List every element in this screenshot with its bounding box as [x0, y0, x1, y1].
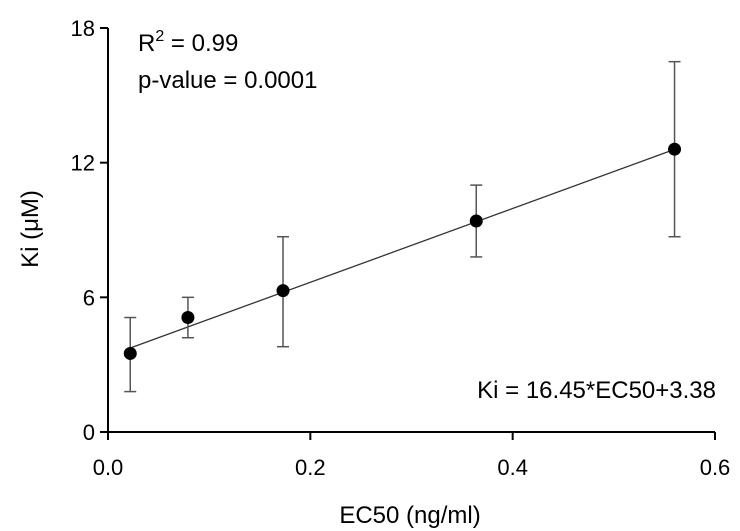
data-point — [276, 284, 290, 298]
x-axis-label: EC50 (ng/ml) — [339, 502, 480, 529]
data-point — [181, 311, 195, 325]
data-point — [123, 346, 137, 360]
r-squared-prefix: R — [138, 30, 155, 57]
x-axis-ticks: 0.0 0.2 0.4 0.6 — [93, 432, 731, 480]
p-value-annotation: p-value = 0.0001 — [138, 67, 317, 94]
r-squared-value: = 0.99 — [164, 30, 238, 57]
data-points — [123, 142, 682, 360]
r-squared-superscript: 2 — [155, 28, 164, 45]
data-point — [668, 142, 682, 156]
y-tick-label: 6 — [83, 285, 95, 310]
y-tick-label: 18 — [71, 16, 95, 41]
y-tick-label: 12 — [71, 151, 95, 176]
r-squared-annotation: R2 = 0.99 — [138, 28, 238, 57]
y-axis-label: Ki (μM) — [17, 190, 44, 268]
fit-line-group — [130, 148, 675, 349]
x-tick-label: 0.2 — [295, 455, 326, 480]
x-tick-label: 0.0 — [93, 455, 124, 480]
fit-equation-annotation: Ki = 16.45*EC50+3.38 — [477, 377, 716, 404]
y-axis-ticks: 0 6 12 18 — [71, 16, 108, 445]
x-tick-label: 0.4 — [497, 455, 528, 480]
y-tick-label: 0 — [83, 420, 95, 445]
error-bars — [124, 60, 681, 393]
x-tick-label: 0.6 — [700, 455, 731, 480]
data-point — [469, 214, 483, 228]
fit-line — [130, 148, 675, 349]
axes — [107, 28, 715, 433]
